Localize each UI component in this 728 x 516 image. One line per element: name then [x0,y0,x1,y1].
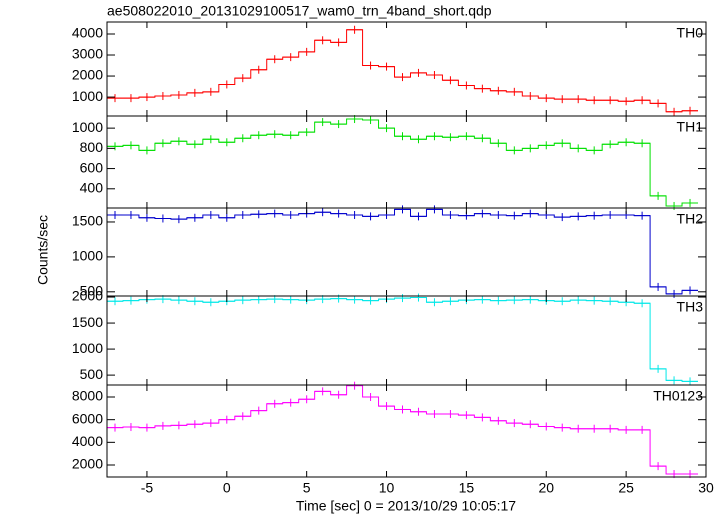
panel-frame [106,384,707,478]
panel-label: TH0 [677,25,704,41]
y-tick-label: 6000 [72,410,103,426]
x-tick-label: 20 [538,480,554,496]
y-tick-label: 1500 [72,213,103,229]
step-outline [107,208,699,295]
x-tick-label: 30 [698,480,714,496]
x-tick-label: 0 [223,480,231,496]
x-tick-label: 10 [379,480,395,496]
x-tick-label: -5 [141,480,154,496]
x-axis-label: Time [sec] 0 = 2013/10/29 10:05:17 [296,498,516,514]
y-tick-label: 2000 [72,456,103,472]
y-tick-label: 1000 [72,340,103,356]
y-axis-label: Counts/sec [35,215,51,285]
y-tick-label: 4000 [72,25,103,41]
panel-frame [106,115,707,209]
x-tick-label: 25 [618,480,634,496]
y-tick-label: 500 [80,366,104,382]
panel-label: TH0123 [653,388,703,404]
step-outline [107,385,699,475]
x-tick-label: 15 [459,480,475,496]
y-tick-label: 4000 [72,433,103,449]
y-tick-label: 3000 [72,46,103,62]
step-outline [107,118,699,207]
panel-label: TH3 [677,299,704,315]
y-tick-label: 8000 [72,388,103,404]
y-tick-label: 2000 [72,288,103,304]
y-tick-label: 1000 [72,248,103,264]
panel-label: TH2 [677,211,704,227]
y-tick-label: 1500 [72,314,103,330]
y-tick-label: 500 [80,283,104,299]
x-tick-label: 5 [303,480,311,496]
y-tick-label: 1000 [72,119,103,135]
y-tick-label: 400 [80,179,104,195]
panel-frame [106,295,707,386]
step-outline [107,297,699,382]
chart-title: ae508022010_20131029100517_wam0_trn_4ban… [107,3,492,19]
y-tick-label: 800 [80,139,104,155]
panel-frame [106,21,707,117]
y-tick-label: 600 [80,159,104,175]
y-tick-label: 2000 [72,67,103,83]
y-tick-label: 1000 [72,88,103,104]
panel-frame [106,207,707,297]
panel-label: TH1 [677,119,704,135]
step-outline [107,29,699,113]
